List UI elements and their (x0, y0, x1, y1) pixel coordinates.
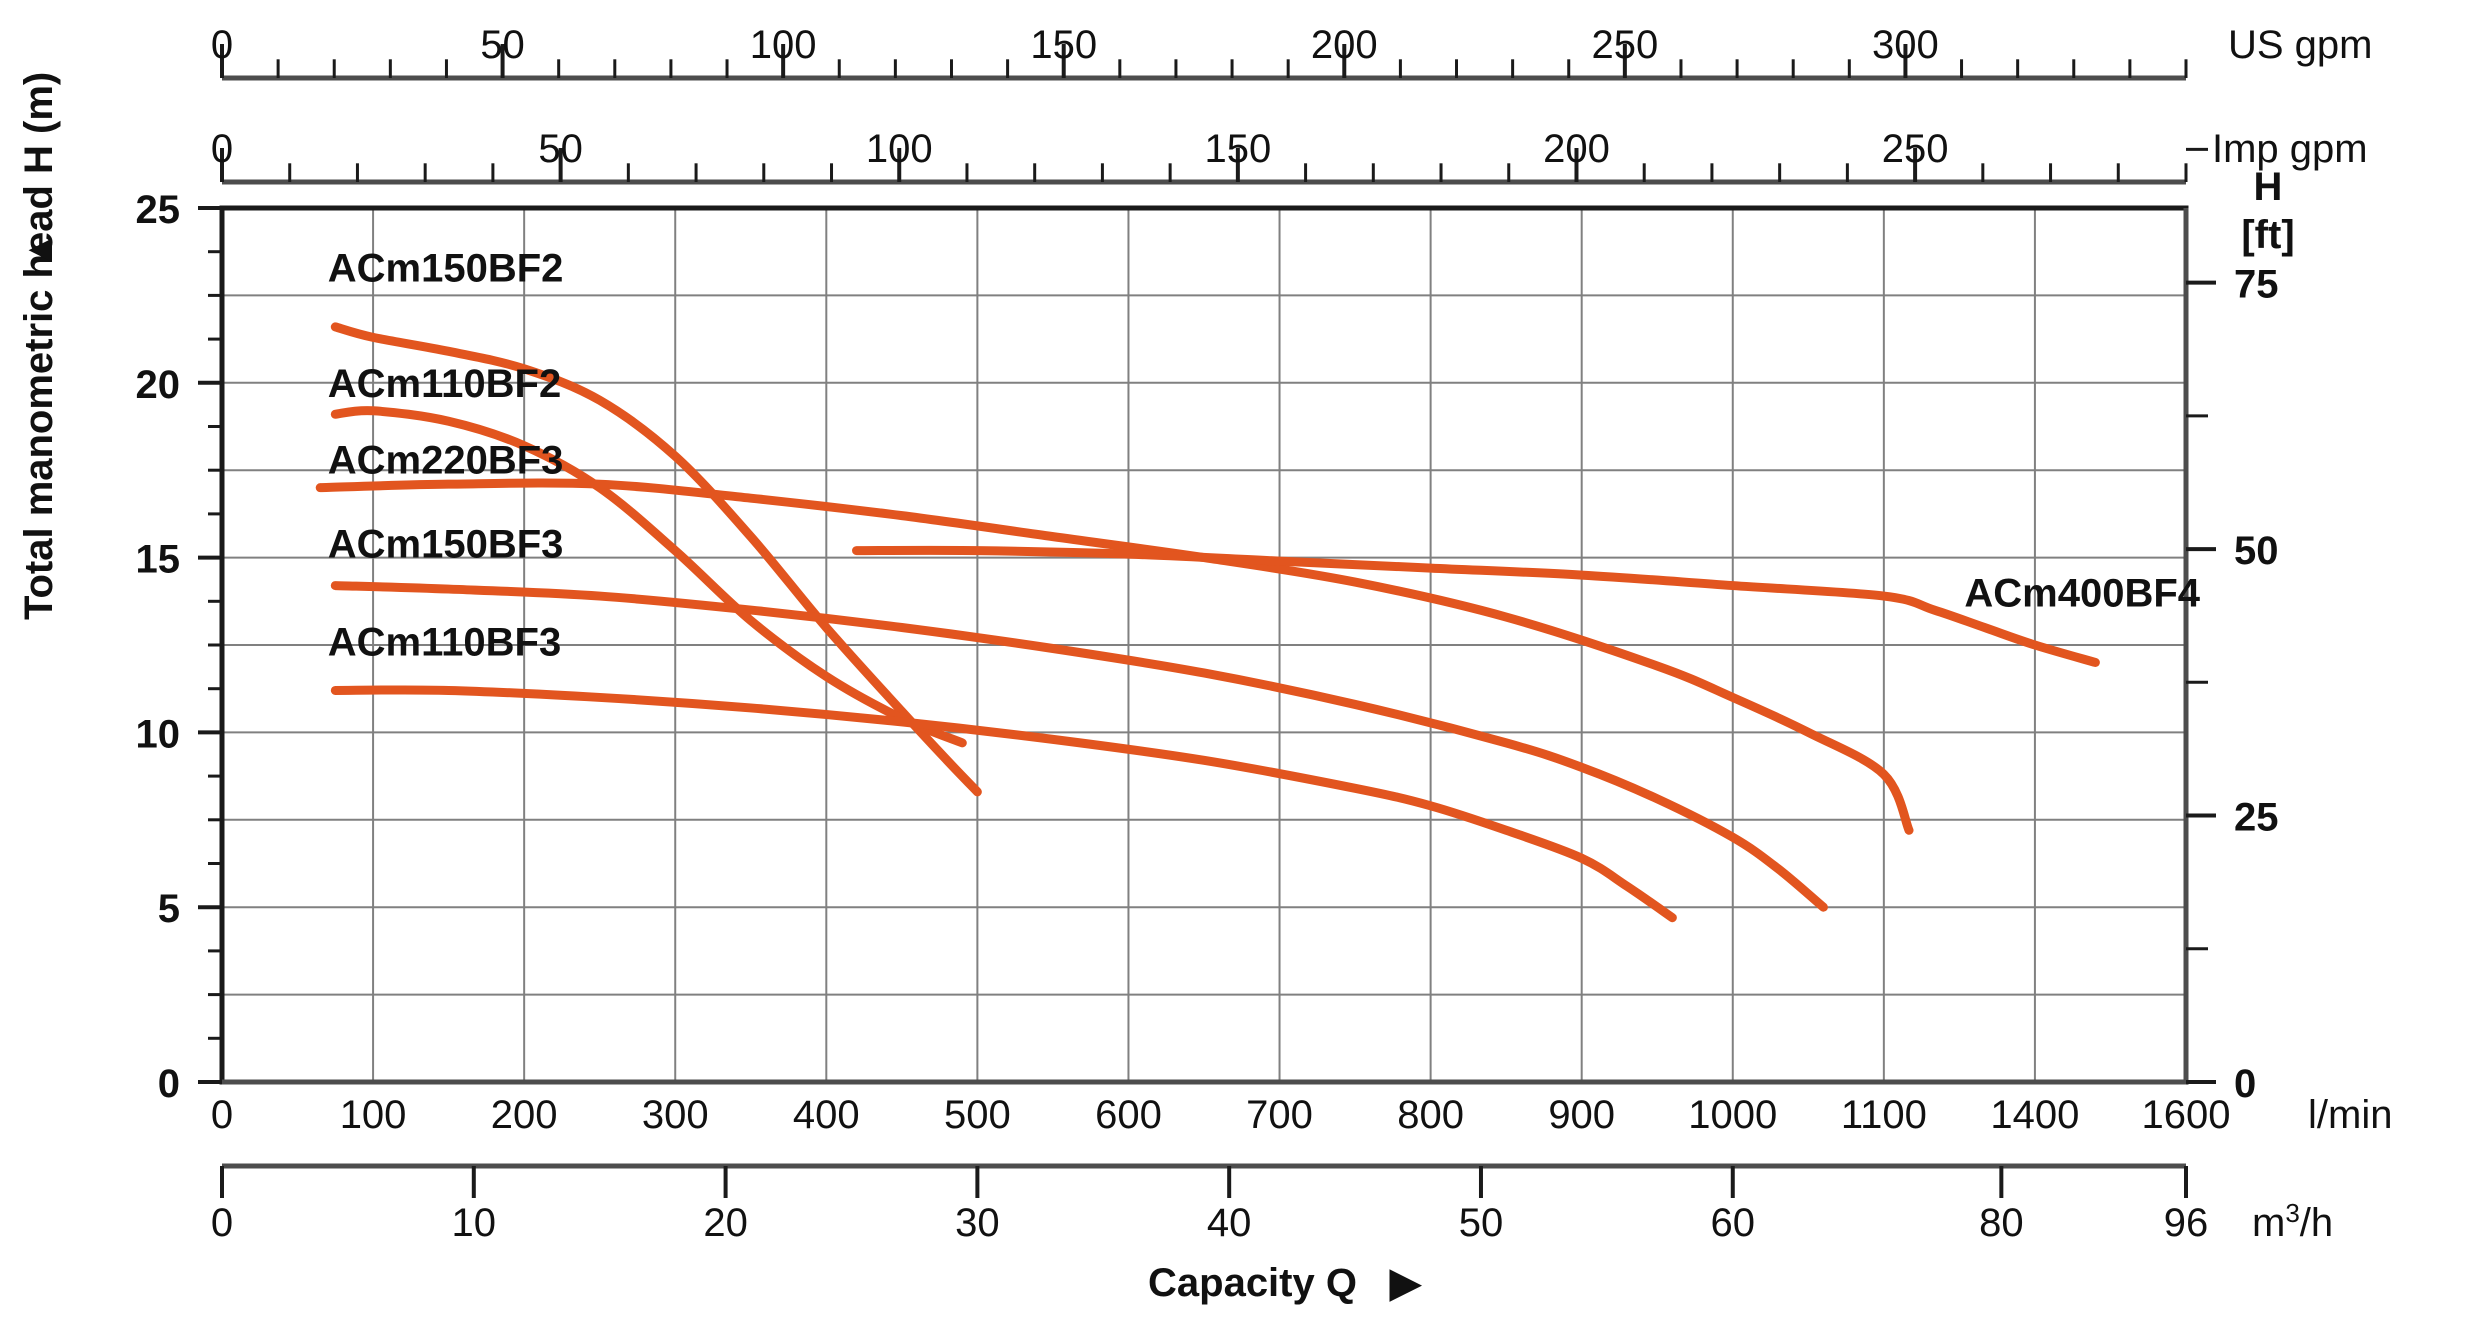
l-min-tick-label: 100 (340, 1093, 407, 1137)
head-ft-tick-label: 75 (2234, 263, 2279, 307)
l-min-tick-label: 600 (1095, 1093, 1162, 1137)
head-m-tick-label: 5 (158, 887, 180, 931)
y-axis-title-group: Total manometric head H (m) ▲ (17, 72, 61, 620)
imp-gpm-tick-label: 250 (1882, 127, 1949, 171)
m3-h-tick-label: 0 (211, 1201, 233, 1245)
right-axis-unit: [ft] (2241, 213, 2294, 257)
m3-h-tick-label: 20 (703, 1201, 748, 1245)
l-min-tick-label: 1100 (1841, 1093, 1927, 1137)
imp-gpm-tick-label: 50 (538, 127, 583, 171)
performance-curves (315, 322, 2100, 923)
y-axis-arrow-icon: ▲ (17, 230, 61, 270)
us-gpm-tick-label: 100 (750, 23, 817, 67)
curve-label-acm400bf4: ACm400BF4 (1964, 572, 2200, 616)
unit-label-l-min: l/min (2308, 1093, 2392, 1137)
l-min-tick-label: 700 (1246, 1093, 1313, 1137)
m3-h-tick-label: 80 (1979, 1201, 2024, 1245)
us-gpm-tick-label: 300 (1872, 23, 1939, 67)
curve-label-acm150bf2: ACm150BF2 (328, 246, 564, 290)
m3-h-tick-label: 96 (2164, 1201, 2209, 1245)
curve-label-acm110bf2: ACm110BF2 (328, 362, 561, 406)
l-min-tick-label: 800 (1397, 1093, 1464, 1137)
head-ft-tick-label: 0 (2234, 1062, 2256, 1106)
m3-h-tick-label: 40 (1207, 1201, 1252, 1245)
curve-acm400bf4 (852, 545, 2100, 667)
curve-acm150bf3 (330, 581, 1828, 912)
imp-gpm-tick-label: 0 (211, 127, 233, 171)
head-m-tick-label: 10 (136, 712, 181, 756)
m3-h-tick-label: 30 (955, 1201, 1000, 1245)
us-gpm-tick-label: 150 (1030, 23, 1097, 67)
l-min-tick-label: 1400 (1990, 1093, 2079, 1137)
l-min-tick-label: 1000 (1688, 1093, 1777, 1137)
unit-label-us-gpm: US gpm (2228, 23, 2373, 67)
head-m-tick-label: 15 (136, 538, 181, 582)
head-m-tick-label: 25 (136, 188, 181, 232)
l-min-tick-label: 300 (642, 1093, 709, 1137)
axis-head-meters: 0 5 10 15 20 25 (136, 188, 222, 1106)
imp-gpm-tick-label: 200 (1543, 127, 1610, 171)
curve-acm110bf2 (330, 406, 967, 748)
grid-lines (222, 208, 2186, 1082)
imp-gpm-tick-label: 150 (1204, 127, 1271, 171)
us-gpm-tick-label: 250 (1591, 23, 1658, 67)
axis-us-gpm: 0 50 100 150 200 250 300 (211, 23, 2188, 81)
curve-label-acm220bf3: ACm220BF3 (328, 439, 564, 483)
us-gpm-tick-label: 200 (1311, 23, 1378, 67)
axis-imp-gpm: 0 50 100 150 200 250 (211, 127, 2188, 185)
x-axis-title-group: Capacity Q ▶ (1148, 1261, 1423, 1305)
curve-acm110bf3 (330, 685, 1677, 923)
axis-m3-h: 0 10 20 30 40 50 60 80 96 (211, 1163, 2209, 1245)
head-ft-tick-label: 25 (2234, 796, 2279, 840)
head-m-tick-label: 20 (136, 363, 181, 407)
unit-label-imp-gpm: Imp gpm (2212, 127, 2368, 171)
y-axis-title: Total manometric head H (m) (17, 72, 61, 620)
curve-label-acm110bf3: ACm110BF3 (328, 621, 561, 665)
m3-h-tick-label: 50 (1459, 1201, 1504, 1245)
l-min-tick-label: 200 (491, 1093, 558, 1137)
imp-gpm-tick-label: 100 (866, 127, 933, 171)
head-ft-tick-label: 50 (2234, 529, 2279, 573)
right-axis-name: H (2254, 165, 2283, 209)
x-axis-arrow-icon: ▶ (1389, 1261, 1423, 1305)
right-axis-title-group: H [ft] (2241, 165, 2294, 257)
axis-head-feet: 0 25 50 75 (2183, 147, 2279, 1106)
unit-label-m3-h: m3/h (2252, 1198, 2333, 1245)
l-min-tick-label: 900 (1548, 1093, 1615, 1137)
axis-l-min: 0 100 200 300 400 500 600 700 800 900 1000 1100 1400… (211, 1079, 2231, 1137)
l-min-tick-label: 500 (944, 1093, 1011, 1137)
m3-h-tick-label: 10 (452, 1201, 497, 1245)
l-min-tick-label: 0 (211, 1093, 233, 1137)
x-axis-title: Capacity Q (1148, 1261, 1357, 1305)
curve-labels: ACm150BF2 ACm110BF2 ACm220BF3 ACm150BF3 ACm1… (328, 246, 2201, 664)
us-gpm-tick-label: 0 (211, 23, 233, 67)
l-min-tick-label: 1600 (2142, 1093, 2231, 1137)
us-gpm-tick-label: 50 (480, 23, 525, 67)
curve-label-acm150bf3: ACm150BF3 (328, 523, 564, 567)
l-min-tick-label: 400 (793, 1093, 860, 1137)
m3-h-tick-label: 60 (1711, 1201, 1756, 1245)
head-m-tick-label: 0 (158, 1062, 180, 1106)
